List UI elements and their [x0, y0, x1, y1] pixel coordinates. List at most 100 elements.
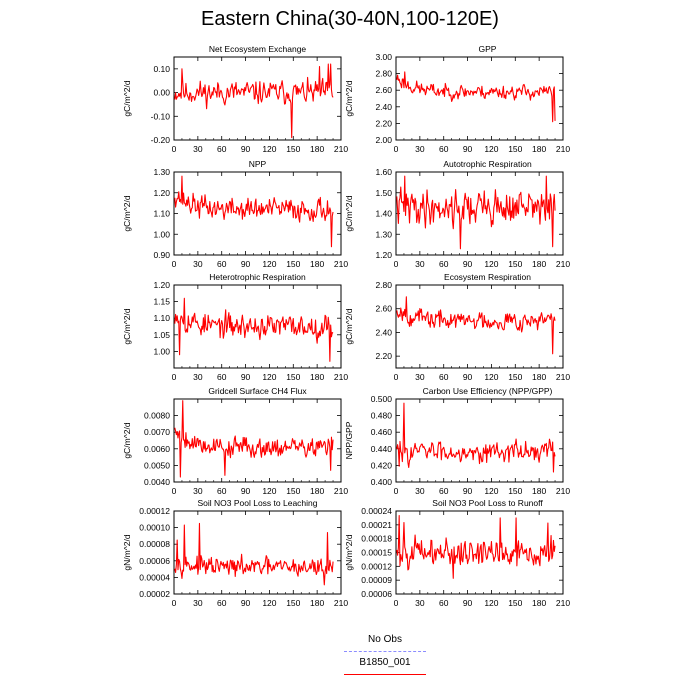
panel-8-frame: [173, 510, 342, 595]
panel-7-ytick-label-2: 0.440: [371, 444, 393, 454]
panel-6-xtick-label-1: 30: [193, 486, 203, 496]
panel-5-ytick-label-3: 2.80: [375, 280, 392, 290]
panel-9-xtick-label-0: 0: [394, 598, 399, 608]
panel-8-xtick-label-1: 30: [193, 598, 203, 608]
panel-9-title: Soil NO3 Pool Loss to Runoff: [432, 498, 543, 508]
panel-7-xtick-label-0: 0: [394, 486, 399, 496]
panel-4-ytick-label-4: 1.20: [153, 280, 170, 290]
panel-4-ylabel: gC/m^2/d: [122, 308, 132, 344]
panel-0-frame: [173, 56, 342, 141]
panel-6-xtick-label-0: 0: [172, 486, 177, 496]
panel-9-xtick-label-1: 30: [415, 598, 425, 608]
panel-2-series-line-0: [174, 175, 334, 248]
panel-2-xtick-label-2: 60: [217, 259, 227, 269]
panel-5-xtick-label-6: 180: [532, 372, 546, 382]
panel-3-xtick-label-5: 150: [508, 259, 522, 269]
panel-2-ytick-label-0: 0.90: [153, 250, 170, 260]
panel-6-xtick-label-2: 60: [217, 486, 227, 496]
panel-1-ytick-label-5: 3.00: [375, 52, 392, 62]
panel-6-series-line-0: [174, 400, 334, 478]
panel-4-xtick-label-0: 0: [172, 372, 177, 382]
panel-0-xtick-label-4: 120: [262, 144, 276, 154]
panel-3-xtick-label-7: 210: [556, 259, 570, 269]
panel-7-xtick-label-2: 60: [439, 486, 449, 496]
panel-8-xtick-label-2: 60: [217, 598, 227, 608]
panel-7-xtick-label-3: 90: [463, 486, 473, 496]
panel-8-ytick-label-0: 0.00002: [139, 589, 170, 599]
panel-9-ytick-label-2: 0.00012: [361, 561, 392, 571]
panel-5-xtick-label-1: 30: [415, 372, 425, 382]
chart-title: Eastern China(30-40N,100-120E): [201, 8, 499, 30]
panel-1-ytick-label-1: 2.20: [375, 118, 392, 128]
panel-9-xtick-label-5: 150: [508, 598, 522, 608]
panel-2-xtick-label-3: 90: [241, 259, 251, 269]
panel-6-ytick-label-1: 0.0050: [144, 460, 170, 470]
panel-0-ytick-label-0: -0.20: [151, 135, 171, 145]
panel-1-ylabel: gC/m^2/d: [344, 80, 354, 116]
panel-1-xtick-label-3: 90: [463, 144, 473, 154]
panel-6-xtick-label-6: 180: [310, 486, 324, 496]
panel-8-xtick-label-5: 150: [286, 598, 300, 608]
panel-0-ytick-label-1: -0.10: [151, 111, 171, 121]
panel-4-xtick-label-6: 180: [310, 372, 324, 382]
panel-5-ytick-label-0: 2.20: [375, 351, 392, 361]
panel-5-xtick-label-7: 210: [556, 372, 570, 382]
panel-2-ytick-label-2: 1.10: [153, 209, 170, 219]
panel-6-ytick-label-4: 0.0080: [144, 411, 170, 421]
panel-0-xtick-label-6: 180: [310, 144, 324, 154]
panel-1-ytick-label-2: 2.40: [375, 102, 392, 112]
panel-0-series-line-0: [174, 63, 334, 139]
panel-5-series-line-0: [396, 296, 556, 355]
panel-3-ytick-label-3: 1.50: [375, 188, 392, 198]
panel-3-ytick-label-1: 1.30: [375, 229, 392, 239]
panel-8-xtick-label-7: 210: [334, 598, 348, 608]
panel-7-ytick-label-3: 0.460: [371, 427, 393, 437]
panel-9-ylabel: gN/m^2/d: [344, 534, 354, 570]
panel-9-ytick-label-5: 0.00021: [361, 520, 392, 530]
panel-3-series-line-0: [396, 175, 556, 250]
panel-7-xtick-label-6: 180: [532, 486, 546, 496]
panel-7-ytick-label-5: 0.500: [371, 394, 393, 404]
panel-2-ytick-label-4: 1.30: [153, 167, 170, 177]
panel-7-xtick-label-7: 210: [556, 486, 570, 496]
panel-0-xtick-label-1: 30: [193, 144, 203, 154]
panel-5-ylabel: gC/m^2/d: [344, 308, 354, 344]
panel-6-frame: [173, 398, 342, 483]
panel-1-xtick-label-7: 210: [556, 144, 570, 154]
panel-3-xtick-label-2: 60: [439, 259, 449, 269]
panel-8-xtick-label-0: 0: [172, 598, 177, 608]
panel-2-ylabel: gC/m^2/d: [122, 195, 132, 231]
panel-8-ytick-label-3: 0.00008: [139, 539, 170, 549]
panel-5-xtick-label-3: 90: [463, 372, 473, 382]
panel-6-title: Gridcell Surface CH4 Flux: [208, 386, 307, 396]
panel-9-xtick-label-3: 90: [463, 598, 473, 608]
panel-9-xtick-label-7: 210: [556, 598, 570, 608]
panel-6-xtick-label-7: 210: [334, 486, 348, 496]
panel-9-xtick-label-2: 60: [439, 598, 449, 608]
panel-3-title: Autotrophic Respiration: [443, 159, 532, 169]
panel-1-series-line-0: [396, 71, 556, 123]
panel-7-frame: [395, 398, 564, 483]
panel-4-xtick-label-5: 150: [286, 372, 300, 382]
panel-1-xtick-label-6: 180: [532, 144, 546, 154]
panel-6-ytick-label-0: 0.0040: [144, 477, 170, 487]
panel-0-xtick-label-7: 210: [334, 144, 348, 154]
panel-5-ytick-label-2: 2.60: [375, 304, 392, 314]
panel-0-ytick-label-3: 0.10: [153, 64, 170, 74]
plot-grid: Net Ecosystem Exchange gC/m^2/d 0 30 60 90 120…: [122, 44, 570, 608]
panel-7-ytick-label-4: 0.480: [371, 411, 393, 421]
panel-4-ytick-label-3: 1.15: [153, 297, 170, 307]
panel-8-series-line-0: [174, 522, 334, 586]
panel-2-xtick-label-7: 210: [334, 259, 348, 269]
panel-3-ytick-label-2: 1.40: [375, 209, 392, 219]
panel-0-xtick-label-5: 150: [286, 144, 300, 154]
panel-4-ytick-label-0: 1.00: [153, 346, 170, 356]
panel-2-ytick-label-1: 1.00: [153, 229, 170, 239]
panel-1-title: GPP: [479, 44, 497, 54]
panel-7-ytick-label-1: 0.420: [371, 460, 393, 470]
panel-4-ytick-label-2: 1.10: [153, 313, 170, 323]
panel-5-xtick-label-2: 60: [439, 372, 449, 382]
legend-line-b1850-001: [344, 674, 426, 675]
panel-3-xtick-label-3: 90: [463, 259, 473, 269]
panel-8-ytick-label-2: 0.00006: [139, 556, 170, 566]
